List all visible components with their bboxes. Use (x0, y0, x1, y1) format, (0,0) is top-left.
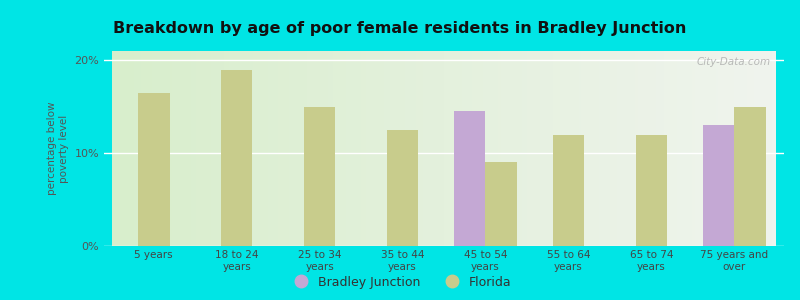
Bar (734, 107, 766, 246)
Y-axis label: percentage below
poverty level: percentage below poverty level (47, 102, 69, 195)
Bar (138, 93, 170, 246)
Bar (553, 135, 584, 246)
Bar (386, 130, 418, 246)
Legend: Bradley Junction, Florida: Bradley Junction, Florida (283, 271, 517, 294)
Bar (221, 70, 253, 246)
Bar (454, 111, 486, 246)
Bar (304, 107, 335, 246)
Bar (486, 162, 517, 246)
Text: Breakdown by age of poor female residents in Bradley Junction: Breakdown by age of poor female resident… (114, 21, 686, 36)
Bar (702, 125, 734, 246)
Text: City-Data.com: City-Data.com (696, 57, 770, 67)
Bar (635, 135, 667, 246)
